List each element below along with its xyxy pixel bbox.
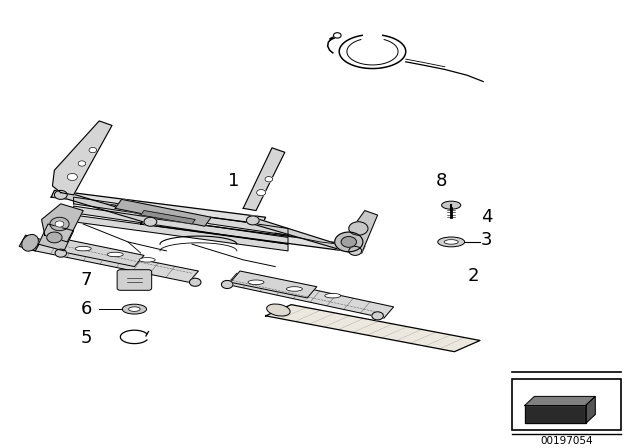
Text: 6: 6 [81, 300, 92, 318]
Text: 4: 4 [481, 208, 492, 226]
Polygon shape [74, 197, 288, 235]
Circle shape [54, 190, 67, 199]
Polygon shape [586, 396, 595, 423]
Ellipse shape [76, 246, 92, 251]
Text: 8: 8 [436, 172, 447, 190]
Polygon shape [58, 240, 144, 267]
Bar [512, 379, 621, 430]
Polygon shape [115, 199, 211, 226]
Circle shape [50, 217, 69, 231]
Text: 7: 7 [81, 271, 92, 289]
Polygon shape [266, 305, 480, 352]
Polygon shape [525, 396, 595, 405]
Circle shape [78, 161, 86, 166]
Ellipse shape [122, 304, 147, 314]
Circle shape [47, 232, 62, 243]
Polygon shape [141, 217, 365, 253]
Circle shape [55, 221, 64, 227]
Circle shape [372, 312, 383, 320]
Polygon shape [42, 204, 83, 242]
Text: 00197054: 00197054 [540, 436, 593, 446]
Circle shape [335, 232, 363, 252]
FancyBboxPatch shape [117, 270, 152, 290]
Ellipse shape [267, 304, 290, 316]
Ellipse shape [248, 280, 264, 284]
Ellipse shape [438, 237, 465, 247]
Polygon shape [227, 273, 394, 318]
Polygon shape [61, 190, 150, 224]
Ellipse shape [129, 307, 140, 311]
Text: 3: 3 [481, 231, 492, 249]
Circle shape [349, 246, 362, 255]
Circle shape [55, 249, 67, 257]
Circle shape [257, 190, 266, 196]
Ellipse shape [442, 201, 461, 209]
Text: 2: 2 [468, 267, 479, 284]
Polygon shape [35, 240, 198, 282]
Circle shape [341, 237, 356, 247]
Polygon shape [349, 211, 378, 253]
Circle shape [144, 217, 157, 226]
Ellipse shape [22, 234, 38, 251]
Circle shape [189, 278, 201, 286]
Text: 1: 1 [228, 172, 239, 190]
Ellipse shape [325, 293, 341, 298]
Circle shape [333, 33, 341, 38]
Polygon shape [52, 121, 112, 195]
Text: 5: 5 [81, 329, 92, 347]
Polygon shape [19, 235, 42, 251]
Circle shape [265, 177, 273, 182]
Polygon shape [38, 224, 74, 251]
Polygon shape [525, 405, 586, 423]
Polygon shape [243, 148, 285, 211]
Polygon shape [74, 215, 288, 251]
Polygon shape [253, 217, 352, 253]
Circle shape [349, 222, 368, 235]
Ellipse shape [107, 252, 123, 257]
Polygon shape [51, 190, 266, 224]
Ellipse shape [287, 287, 303, 291]
Circle shape [67, 173, 77, 181]
Polygon shape [230, 271, 317, 298]
Circle shape [89, 147, 97, 153]
Ellipse shape [444, 240, 458, 244]
Polygon shape [141, 211, 195, 224]
Polygon shape [74, 206, 288, 244]
Circle shape [221, 280, 233, 289]
Circle shape [246, 216, 259, 225]
Ellipse shape [140, 258, 156, 262]
